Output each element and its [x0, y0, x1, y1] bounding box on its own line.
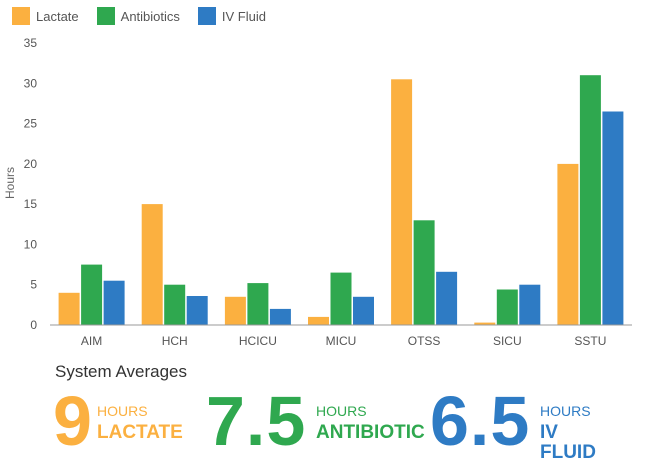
bar-iv-fluid-sicu[interactable] — [519, 284, 541, 325]
x-tick-label: HCICU — [239, 334, 277, 348]
bar-iv-fluid-otss[interactable] — [436, 271, 458, 325]
bar-lactate-otss[interactable] — [391, 79, 413, 325]
bar-iv-fluid-aim[interactable] — [103, 280, 125, 325]
y-tick-label: 0 — [30, 318, 37, 332]
bar-lactate-sicu[interactable] — [474, 322, 496, 325]
bar-antibiotics-sstu[interactable] — [579, 75, 601, 325]
bar-iv-fluid-hch[interactable] — [186, 296, 208, 325]
legend-label-lactate: Lactate — [36, 8, 79, 24]
bar-antibiotics-otss[interactable] — [413, 220, 435, 325]
average-name: IV FLUID — [540, 422, 596, 463]
average-value: 9 — [53, 382, 93, 460]
bar-lactate-sstu[interactable] — [557, 163, 579, 325]
y-tick-label: 15 — [24, 197, 38, 211]
bar-iv-fluid-sstu[interactable] — [602, 111, 624, 326]
legend-label-iv-fluid: IV Fluid — [221, 8, 266, 24]
legend-swatch-antibiotics — [96, 7, 115, 25]
average-units: HOURS — [316, 403, 367, 419]
bar-lactate-hcicu[interactable] — [224, 296, 246, 325]
legend-swatch-lactate — [12, 7, 30, 25]
legend-swatch-iv-fluid — [197, 7, 216, 25]
x-tick-label: MICU — [326, 334, 357, 348]
bar-lactate-hch[interactable] — [141, 204, 163, 325]
summary-title: System Averages — [55, 362, 187, 381]
bar-antibiotics-sicu[interactable] — [496, 289, 518, 326]
x-tick-label: SSTU — [574, 334, 606, 348]
x-tick-label: SICU — [493, 334, 522, 348]
y-tick-label: 35 — [24, 36, 38, 50]
bar-iv-fluid-micu[interactable] — [353, 296, 374, 325]
y-axis-ticks: 0 5 10 15 20 25 30 35 — [24, 36, 38, 332]
bars — [58, 75, 624, 326]
x-tick-label: HCH — [162, 334, 188, 348]
average-value: 6.5 — [430, 382, 531, 460]
legend: Lactate Antibiotics IV Fluid — [12, 7, 266, 25]
bar-antibiotics-hcicu[interactable] — [247, 283, 269, 325]
bar-antibiotics-hch[interactable] — [164, 284, 186, 325]
x-tick-label: OTSS — [408, 334, 441, 348]
y-tick-label: 20 — [24, 157, 38, 171]
average-units: HOURS — [97, 403, 148, 419]
legend-item-iv-fluid[interactable]: IV Fluid — [197, 7, 266, 25]
chart-area: Lactate Antibiotics IV Fluid Hours 0 5 10 1… — [3, 7, 632, 348]
legend-label-antibiotics: Antibiotics — [120, 8, 180, 24]
average-units: HOURS — [540, 403, 591, 419]
bar-antibiotics-micu[interactable] — [330, 272, 352, 325]
bar-lactate-aim[interactable] — [58, 292, 80, 325]
legend-item-antibiotics[interactable]: Antibiotics — [96, 7, 180, 25]
average-name: LACTATE — [97, 422, 183, 443]
legend-item-lactate[interactable]: Lactate — [12, 7, 79, 25]
x-tick-label: AIM — [81, 334, 102, 348]
y-tick-label: 10 — [24, 237, 38, 251]
x-axis-ticks: AIM HCH HCICU MICU OTSS SICU SSTU — [81, 334, 606, 348]
y-tick-label: 30 — [24, 76, 38, 90]
average-value: 7.5 — [206, 382, 307, 460]
bar-antibiotics-aim[interactable] — [81, 264, 103, 325]
bar-iv-fluid-hcicu[interactable] — [269, 308, 291, 325]
y-tick-label: 25 — [24, 117, 38, 131]
average-name: ANTIBIOTIC — [316, 422, 425, 443]
bar-chart: 0 5 10 15 20 25 30 35 AIM HCH HCICU MICU OTSS SICU SS… — [24, 36, 632, 348]
y-tick-label: 5 — [30, 278, 37, 292]
bar-lactate-micu[interactable] — [308, 316, 329, 325]
